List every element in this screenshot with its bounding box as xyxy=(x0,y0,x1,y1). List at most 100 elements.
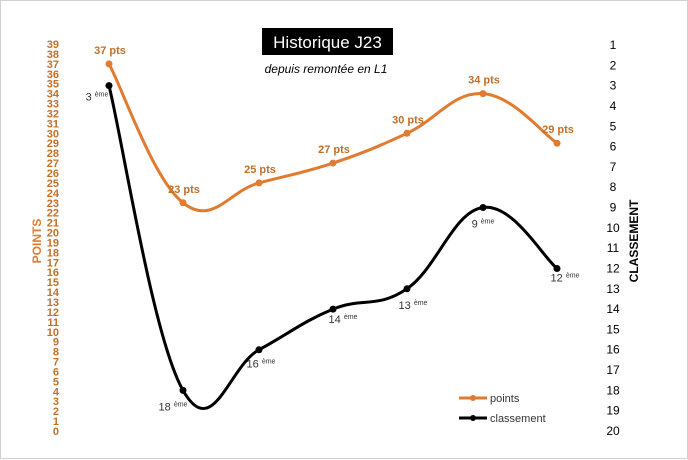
y-right-tick-label: 2 xyxy=(610,58,617,72)
y-left-tick-label: 34 xyxy=(47,89,60,101)
classement-point xyxy=(553,264,561,272)
classement-line xyxy=(107,85,559,410)
points-point xyxy=(403,129,411,137)
chart-subtitle: depuis remontée en L1 xyxy=(265,62,388,76)
y-right-tick-label: 4 xyxy=(610,99,617,113)
y-left-tick-label: 8 xyxy=(53,347,59,359)
y-left-tick-label: 28 xyxy=(47,148,59,160)
classement-point xyxy=(255,346,263,354)
y-left-tick-label: 3 xyxy=(53,396,59,408)
y-right-tick-label: 6 xyxy=(610,140,617,154)
y-left-tick-label: 11 xyxy=(47,317,59,329)
classement-point xyxy=(479,204,487,212)
y-right-tick-label: 3 xyxy=(610,79,617,93)
classement-data-label: 3 ème xyxy=(86,92,109,104)
classement-data-label: 16 ème xyxy=(247,359,276,371)
y-left-tick-label: 27 xyxy=(47,158,59,170)
y-left-tick-label: 10 xyxy=(47,327,59,339)
y-axis-left-label: POINTS xyxy=(30,219,44,264)
y-left-tick-label: 17 xyxy=(47,257,59,269)
y-left-tick-label: 29 xyxy=(47,138,59,150)
y-left-tick-label: 32 xyxy=(47,108,59,120)
classement-point xyxy=(179,386,187,394)
y-right-tick-label: 12 xyxy=(606,261,620,275)
y-right-tick-label: 5 xyxy=(610,119,617,133)
y-left-tick-label: 12 xyxy=(47,307,59,319)
classement-data-label: 12 ème xyxy=(551,272,580,284)
y-left-tick-label: 30 xyxy=(47,128,59,140)
y-left-tick-label: 20 xyxy=(47,228,59,240)
series-classement: 3 ème 18 ème 16 ème 14 ème 13 ème 9 ème 12 ème xyxy=(86,82,580,413)
classement-point xyxy=(105,82,113,90)
y-right-tick-label: 16 xyxy=(606,343,620,357)
legend-points-marker xyxy=(470,395,476,401)
points-point xyxy=(255,179,263,187)
y-right-tick-label: 17 xyxy=(606,363,620,377)
classement-point xyxy=(329,305,337,313)
points-data-label: 37 pts xyxy=(94,45,126,57)
y-left-tick-label: 19 xyxy=(47,237,59,249)
y-right-tick-label: 19 xyxy=(606,404,620,418)
y-left-tick-label: 26 xyxy=(47,168,59,180)
points-point xyxy=(479,90,487,98)
y-right-tick-label: 14 xyxy=(606,302,620,316)
y-left-tick-label: 31 xyxy=(47,118,59,130)
y-right-tick-label: 1 xyxy=(610,38,617,52)
classement-data-label: 18 ème xyxy=(159,401,188,413)
y-right-tick-label: 10 xyxy=(606,221,620,235)
y-left-tick-label: 0 xyxy=(53,426,59,438)
points-point xyxy=(179,199,187,207)
y-axis-left-ticks: 0123456789101112131415161718192021222324… xyxy=(47,39,60,438)
series-points: 37 pts 23 pts 25 pts 27 pts 30 pts 34 pts 29 p… xyxy=(94,45,574,213)
points-data-label: 29 pts xyxy=(542,124,574,136)
y-right-tick-label: 11 xyxy=(607,241,620,255)
points-point xyxy=(553,139,561,147)
points-point xyxy=(329,159,337,167)
y-left-tick-label: 7 xyxy=(53,357,59,369)
y-left-tick-label: 38 xyxy=(47,49,59,61)
y-left-tick-label: 35 xyxy=(47,79,59,91)
points-data-label: 23 pts xyxy=(168,184,200,196)
y-right-tick-label: 7 xyxy=(610,160,617,174)
legend-classement-label: classement xyxy=(490,413,546,425)
legend-classement-marker xyxy=(470,415,476,421)
y-left-tick-label: 13 xyxy=(47,297,59,309)
y-left-tick-label: 37 xyxy=(47,59,59,71)
y-left-tick-label: 21 xyxy=(47,218,59,230)
points-point xyxy=(105,60,113,68)
points-data-label: 30 pts xyxy=(392,114,424,126)
points-data-label: 25 pts xyxy=(244,164,276,176)
y-right-tick-label: 8 xyxy=(610,180,617,194)
y-left-tick-label: 9 xyxy=(53,337,59,349)
y-left-tick-label: 22 xyxy=(47,208,59,220)
legend-points-label: points xyxy=(490,393,520,405)
points-data-label: 34 pts xyxy=(468,75,500,87)
y-left-tick-label: 16 xyxy=(47,267,59,279)
legend: points classement xyxy=(459,393,546,425)
y-left-tick-label: 1 xyxy=(53,416,59,428)
y-left-tick-label: 2 xyxy=(53,406,59,418)
classement-data-label: 14 ème xyxy=(329,314,358,326)
y-left-tick-label: 23 xyxy=(47,198,59,210)
y-left-tick-label: 18 xyxy=(47,247,59,259)
y-left-tick-label: 25 xyxy=(47,178,59,190)
classement-data-label: 9 ème xyxy=(472,219,495,231)
y-left-tick-label: 6 xyxy=(53,366,59,378)
y-axis-right-label: CLASSEMENT xyxy=(627,199,641,282)
y-left-tick-label: 24 xyxy=(47,188,60,200)
y-left-tick-label: 14 xyxy=(47,287,60,299)
y-right-tick-label: 18 xyxy=(606,383,620,397)
y-right-tick-label: 13 xyxy=(606,282,620,296)
y-right-tick-label: 20 xyxy=(606,424,620,438)
y-left-tick-label: 36 xyxy=(47,69,59,81)
classement-data-label: 13 ème xyxy=(399,300,428,312)
points-data-label: 27 pts xyxy=(318,144,350,156)
chart-title: Historique J23 xyxy=(273,33,382,52)
y-left-tick-label: 15 xyxy=(47,277,59,289)
y-left-tick-label: 39 xyxy=(47,39,59,51)
chart-title-group: Historique J23 depuis remontée en L1 xyxy=(262,28,393,76)
classement-point xyxy=(403,285,411,293)
